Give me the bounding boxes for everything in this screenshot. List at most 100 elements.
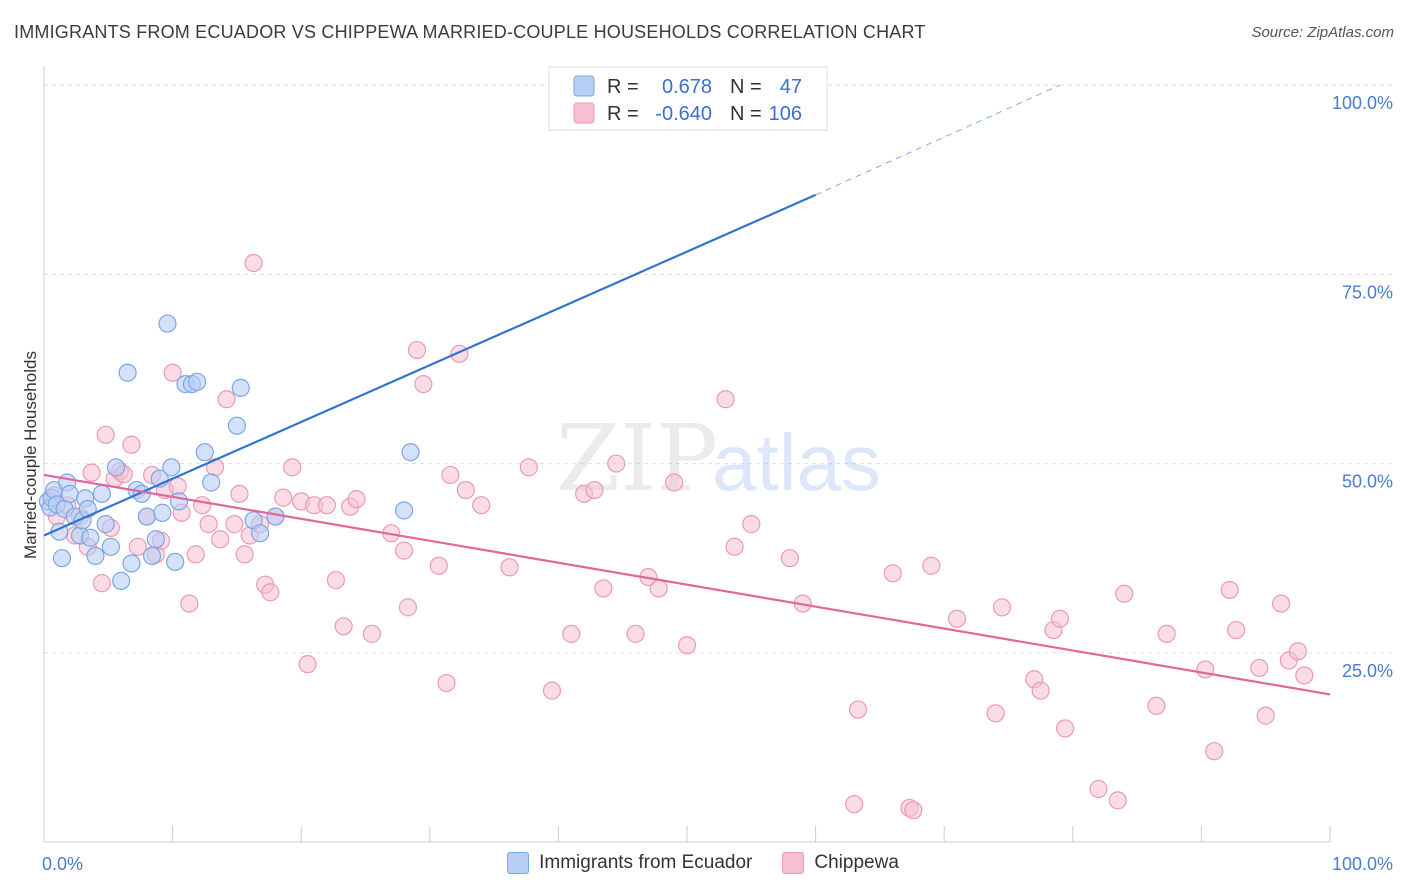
data-point-chippewa (347, 490, 366, 509)
legend-r-label-pink: R = (607, 103, 639, 125)
data-point-chippewa (398, 598, 418, 617)
series-legend: Immigrants from Ecuador Chippewa (0, 852, 1406, 874)
data-point-ecuador (142, 546, 162, 566)
data-point-ecuador (92, 484, 111, 503)
data-point-chippewa (626, 624, 645, 643)
data-point-chippewa (1256, 706, 1275, 725)
data-point-ecuador (187, 372, 207, 391)
data-point-chippewa (585, 480, 604, 500)
data-point-ecuador (78, 499, 97, 519)
data-point-ecuador (101, 537, 120, 556)
data-point-chippewa (542, 681, 562, 700)
data-point-chippewa (472, 496, 491, 515)
y-tick-label: 25.0% (1342, 661, 1393, 681)
data-point-ecuador (153, 503, 172, 522)
data-point-chippewa (594, 579, 613, 598)
data-point-ecuador (146, 530, 165, 549)
data-point-chippewa (326, 571, 346, 590)
data-point-chippewa (922, 556, 941, 575)
data-point-chippewa (883, 564, 902, 583)
x-tick-label: 0.0% (42, 854, 83, 874)
data-point-chippewa (992, 598, 1012, 617)
legend-swatch-chippewa (782, 852, 805, 874)
data-point-chippewa (1272, 594, 1291, 613)
data-point-chippewa (235, 545, 254, 564)
data-point-chippewa (414, 374, 433, 394)
data-point-chippewa (244, 253, 263, 273)
data-point-chippewa (1295, 666, 1314, 685)
data-point-ecuador (227, 416, 246, 435)
data-point-chippewa (519, 458, 538, 477)
legend-n-value-pink: 106 (769, 103, 802, 125)
data-point-chippewa (1031, 681, 1050, 700)
trend-lines (43, 84, 1331, 696)
data-point-chippewa (128, 537, 147, 556)
data-point-chippewa (217, 390, 236, 409)
data-point-chippewa (500, 558, 519, 577)
data-point-chippewa (1050, 609, 1070, 628)
data-point-chippewa (261, 583, 280, 602)
data-point-chippewa (283, 458, 302, 477)
data-point-chippewa (725, 537, 744, 556)
data-point-ecuador (169, 492, 189, 511)
gridlines (44, 84, 1394, 654)
legend-swatch-ecuador (507, 852, 530, 874)
chart-title: IMMIGRANTS FROM ECUADOR VS CHIPPEWA MARR… (14, 22, 926, 42)
data-point-ecuador (202, 473, 221, 492)
trend-line-ecuador (43, 193, 817, 537)
series-ecuador-points (38, 76, 819, 590)
data-point-ecuador (112, 571, 131, 590)
series-chippewa-points (45, 253, 1314, 820)
legend-label-ecuador: Immigrants from Ecuador (539, 852, 753, 873)
data-point-chippewa (904, 801, 923, 820)
tick-labels: 100.0% 75.0% 50.0% 25.0% 0.0% 100.0% (42, 93, 1393, 874)
data-point-chippewa (362, 624, 382, 643)
data-point-chippewa (407, 340, 427, 360)
data-point-chippewa (780, 549, 799, 568)
data-point-chippewa (1196, 660, 1215, 679)
data-point-chippewa (168, 477, 187, 496)
data-point-ecuador (137, 507, 156, 526)
data-point-chippewa (82, 463, 101, 482)
data-point-chippewa (1288, 642, 1307, 661)
data-point-ecuador (162, 458, 181, 477)
data-point-ecuador (195, 443, 214, 462)
data-point-chippewa (677, 636, 697, 655)
axes (43, 66, 1331, 843)
data-point-ecuador (122, 554, 141, 573)
data-point-chippewa (1108, 791, 1127, 810)
data-point-chippewa (1089, 779, 1108, 799)
data-point-chippewa (1115, 584, 1134, 603)
data-point-chippewa (317, 496, 337, 515)
data-point-ecuador (52, 549, 72, 568)
watermark: ZIP atlas (556, 405, 881, 512)
data-point-chippewa (225, 515, 244, 534)
data-point-ecuador (96, 515, 115, 534)
data-point-chippewa (649, 579, 668, 598)
data-point-chippewa (199, 515, 218, 534)
trend-line-chippewa (43, 473, 1331, 696)
y-axis-label: Married-couple Households (21, 351, 40, 559)
legend-n-label-pink: N = (730, 103, 762, 125)
data-point-chippewa (230, 484, 249, 503)
legend-r-value-blue: 0.678 (662, 76, 712, 98)
data-point-chippewa (429, 556, 448, 575)
data-point-chippewa (716, 390, 735, 409)
data-point-ecuador (231, 378, 250, 397)
legend-swatch-pink (573, 102, 595, 124)
correlation-legend: R = 0.678 N = 47 R = -0.640 N = 106 (548, 66, 828, 131)
data-point-chippewa (394, 541, 414, 560)
data-point-chippewa (607, 454, 626, 473)
data-point-chippewa (1250, 658, 1269, 678)
chart-source: Source: ZipAtlas.com (1251, 24, 1394, 41)
data-point-ecuador (158, 314, 177, 333)
data-point-ecuador (106, 458, 126, 477)
data-point-chippewa (947, 609, 967, 628)
y-tick-label: 75.0% (1342, 282, 1393, 302)
data-point-chippewa (1147, 696, 1166, 715)
watermark-atlas: atlas (712, 418, 881, 507)
data-point-chippewa (122, 435, 141, 454)
data-point-ecuador (60, 484, 79, 503)
data-point-ecuador (118, 363, 137, 382)
